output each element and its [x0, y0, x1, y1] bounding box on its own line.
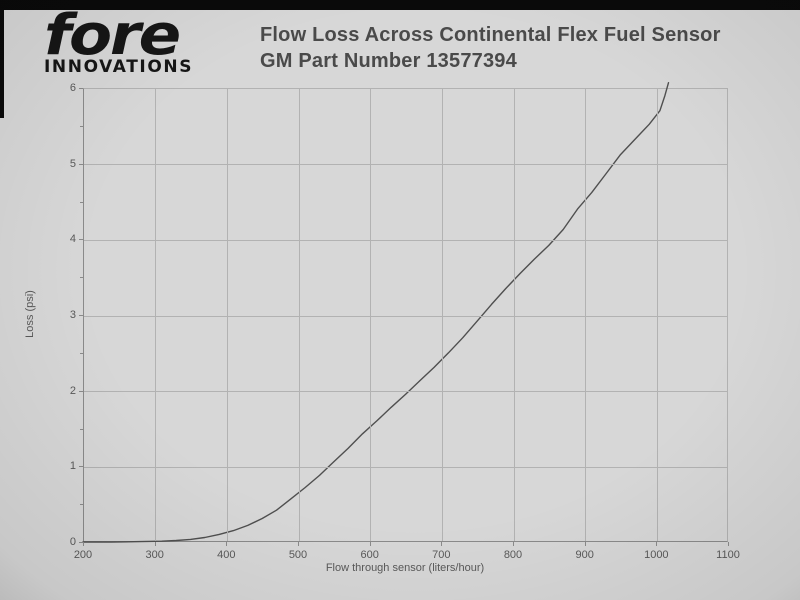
gridline-horizontal: [84, 239, 727, 241]
plot-area: [82, 82, 728, 543]
y-tick-mark: [79, 542, 83, 543]
x-tick-label: 1100: [716, 549, 740, 561]
x-tick-mark: [656, 542, 658, 546]
logo-subbrand-text: INNOVATIONS: [44, 57, 194, 77]
x-tick-mark: [298, 542, 299, 546]
y-tick-label: 6: [69, 82, 76, 94]
chart-title: Flow Loss Across Continental Flex Fuel S…: [260, 22, 721, 74]
y-tick-label: 2: [69, 384, 76, 397]
flow-loss-curve: [82, 82, 670, 543]
gridline-vertical: [656, 89, 658, 541]
gridline-vertical: [441, 89, 443, 541]
x-tick-mark: [584, 542, 586, 546]
y-tick-label: 4: [69, 233, 76, 246]
x-tick-label: 500: [288, 549, 308, 561]
logo-brand-text: fore: [44, 3, 181, 68]
x-tick-label: 700: [432, 549, 451, 561]
x-tick-label: 900: [575, 549, 594, 561]
left-border-bar: [0, 0, 4, 118]
y-tick-mark: [79, 239, 83, 241]
fore-innovations-logo: fore INNOVATIONS: [44, 8, 194, 78]
gridline-vertical: [513, 89, 515, 541]
gridline-horizontal: [84, 391, 727, 393]
gridline-vertical: [370, 89, 372, 541]
y-tick-mark: [79, 315, 83, 316]
x-tick-mark: [441, 542, 443, 546]
x-tick-mark: [83, 542, 84, 546]
gridline-horizontal: [84, 164, 727, 166]
x-tick-mark: [226, 542, 228, 546]
y-minor-tick-mark: [80, 125, 83, 127]
y-tick-label: 3: [69, 309, 76, 321]
x-tick-mark: [154, 542, 156, 546]
gridline-horizontal: [84, 466, 727, 468]
x-tick-mark: [369, 542, 371, 546]
chart-title-line1: Flow Loss Across Continental Flex Fuel S…: [260, 24, 721, 46]
top-border-bar: [0, 0, 800, 10]
y-minor-tick-mark: [80, 352, 83, 354]
x-tick-label: 800: [503, 549, 523, 561]
y-tick-label: 1: [69, 460, 76, 473]
y-tick-label: 5: [69, 157, 76, 170]
x-tick-mark: [513, 542, 514, 546]
y-tick-mark: [79, 466, 83, 468]
gridline-vertical: [226, 89, 228, 541]
y-axis-title: Loss (psi): [24, 290, 36, 338]
gridline-vertical: [585, 89, 587, 541]
x-axis-title: Flow through sensor (liters/hour): [325, 562, 485, 574]
x-tick-label: 1000: [644, 549, 669, 561]
gridline-horizontal: [84, 315, 727, 317]
y-tick-mark: [79, 163, 83, 165]
x-tick-label: 400: [217, 549, 236, 561]
flow-loss-curve-path: [82, 82, 670, 543]
y-tick-mark: [79, 390, 83, 392]
x-tick-label: 300: [145, 549, 164, 561]
y-tick-mark: [79, 88, 83, 89]
x-tick-label: 600: [360, 549, 379, 561]
y-tick-label: 0: [69, 536, 76, 548]
y-minor-tick-mark: [80, 504, 83, 506]
x-tick-label: 200: [73, 549, 93, 561]
gridline-vertical: [298, 89, 300, 541]
chart-title-line2: GM Part Number 13577394: [260, 50, 517, 72]
y-minor-tick-mark: [80, 277, 83, 279]
y-minor-tick-mark: [80, 428, 83, 430]
y-minor-tick-mark: [80, 201, 83, 203]
x-tick-mark: [728, 542, 729, 546]
gridline-vertical: [155, 89, 157, 541]
